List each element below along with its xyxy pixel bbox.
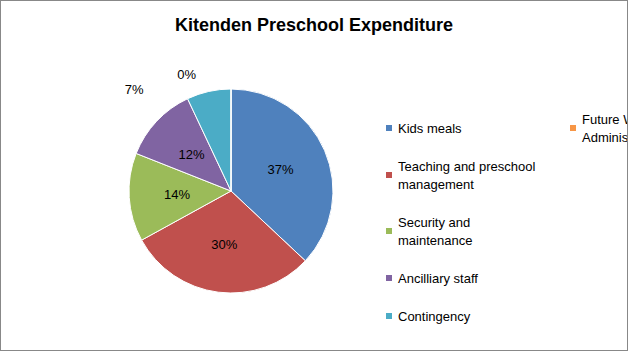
svg-text:Administration: Administration [582,130,627,145]
svg-text:37%: 37% [268,162,294,177]
svg-text:Contingency: Contingency [398,309,471,324]
svg-text:management: management [398,177,474,192]
svg-text:Future Warriors Project: Future Warriors Project [582,112,627,127]
svg-text:maintenance: maintenance [398,233,472,248]
svg-text:Kitenden Preschool Expenditure: Kitenden Preschool Expenditure [175,15,453,35]
svg-text:Kids meals: Kids meals [398,121,462,136]
svg-text:Teaching and preschool: Teaching and preschool [398,159,539,174]
svg-text:14%: 14% [164,187,190,202]
svg-text:0%: 0% [177,67,196,82]
svg-text:Ancilliary staff: Ancilliary staff [398,271,478,286]
svg-text:30%: 30% [211,237,237,252]
svg-text:Security and: Security and [398,215,474,230]
svg-text:12%: 12% [179,147,205,162]
svg-text:7%: 7% [125,82,144,97]
